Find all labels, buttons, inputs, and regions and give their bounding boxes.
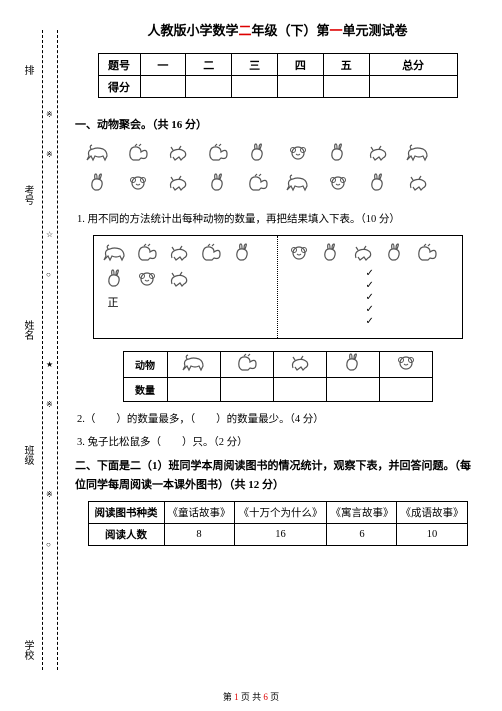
tick-marks: ✓✓✓✓✓ [286, 268, 454, 328]
squirrel-icon [414, 242, 440, 264]
page-footer: 第 1 页 共 6 页 [0, 690, 502, 703]
squirrel-icon [245, 172, 271, 194]
dog-icon [365, 142, 391, 164]
elephant-icon [285, 172, 311, 194]
q1-3: 3. 兔子比松鼠多（ ）只。（2 分） [77, 435, 480, 452]
monkey-icon [325, 172, 351, 194]
squirrel-icon [198, 242, 224, 264]
monkey-icon [393, 352, 419, 374]
tally-box: 正 ✓✓✓✓✓ [93, 235, 463, 339]
dog-icon [166, 268, 192, 290]
section-2-heading: 二、下面是二（1）班同学本周阅读图书的情况统计，观察下表，并回答问题。（每位同学… [75, 457, 480, 494]
dog-icon [166, 242, 192, 264]
dog-icon [165, 142, 191, 164]
rabbit-icon [230, 242, 256, 264]
side-xingming: 姓名 [20, 320, 35, 340]
elephant-icon [85, 142, 111, 164]
elephant-icon [181, 352, 207, 374]
animal-grid [75, 138, 480, 206]
rabbit-icon [365, 172, 391, 194]
squirrel-icon [125, 142, 151, 164]
tally-mark: 正 [108, 294, 270, 310]
rabbit-icon [382, 242, 408, 264]
dog-icon [287, 352, 313, 374]
section-1-heading: 一、动物聚会。（共 16 分） [75, 116, 480, 132]
rabbit-icon [205, 172, 231, 194]
q1-1: 1. 用不同的方法统计出每种动物的数量，再把结果填入下表。（10 分） [77, 212, 480, 229]
dog-icon [165, 172, 191, 194]
squirrel-icon [234, 352, 260, 374]
monkey-icon [286, 242, 312, 264]
elephant-icon [102, 242, 128, 264]
reading-table: 阅读图书种类《童话故事》《十万个为什么》《寓言故事》《成语故事》 阅读人数816… [88, 501, 468, 546]
side-banji: 班级 [20, 445, 35, 465]
score-table: 题号一二三四五总分 得分 [98, 53, 458, 98]
side-pai: 排 [20, 65, 35, 75]
rabbit-icon [85, 172, 111, 194]
rabbit-icon [245, 142, 271, 164]
rabbit-icon [340, 352, 366, 374]
monkey-icon [134, 268, 160, 290]
page-title: 人教版小学数学二年级（下）第一单元测试卷 [75, 20, 480, 39]
elephant-icon [405, 142, 431, 164]
dog-icon [405, 172, 431, 194]
monkey-icon [285, 142, 311, 164]
rabbit-icon [318, 242, 344, 264]
side-kaohao: 考号 [20, 185, 35, 205]
q1-2: 2.（ ）的数量最多，（ ）的数量最少。（4 分） [77, 412, 480, 429]
rabbit-icon [325, 142, 351, 164]
dog-icon [350, 242, 376, 264]
side-xuexiao: 学校 [20, 640, 35, 660]
squirrel-icon [205, 142, 231, 164]
animal-table: 动物 数量 [123, 351, 433, 402]
squirrel-icon [134, 242, 160, 264]
rabbit-icon [102, 268, 128, 290]
monkey-icon [125, 172, 151, 194]
